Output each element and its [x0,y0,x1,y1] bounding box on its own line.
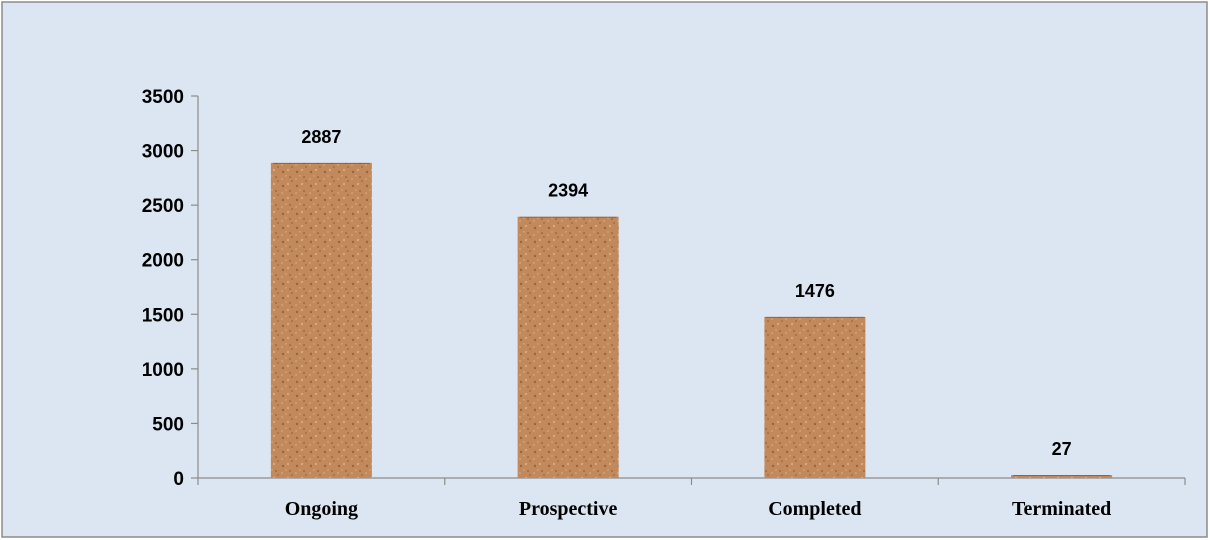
bar-completed [764,316,866,478]
bar-terminated [1011,475,1113,478]
y-tick-label: 2500 [142,196,184,217]
data-label: 1476 [795,281,835,301]
bar-ongoing [270,162,372,478]
x-category-label: Ongoing [285,498,358,520]
data-label: 27 [1052,439,1072,459]
y-tick-label: 2000 [142,251,184,272]
data-label: 2394 [548,181,588,201]
labels: 0 500 1000 1500 2000 2500 3000 3500 2887 Ongoing 2… [142,87,1112,520]
y-tick-label: 0 [173,469,184,490]
bar-prospective [517,216,619,478]
y-tick-label: 1500 [142,305,184,326]
bars [270,162,1113,478]
y-tick-label: 500 [152,414,184,435]
x-category-label: Terminated [1012,498,1111,520]
x-category-label: Completed [768,498,861,520]
x-category-label: Prospective [519,498,618,520]
y-tick-label: 1000 [142,360,184,381]
data-label: 2887 [301,127,341,147]
y-tick-label: 3500 [142,87,184,108]
y-tick-label: 3000 [142,142,184,163]
